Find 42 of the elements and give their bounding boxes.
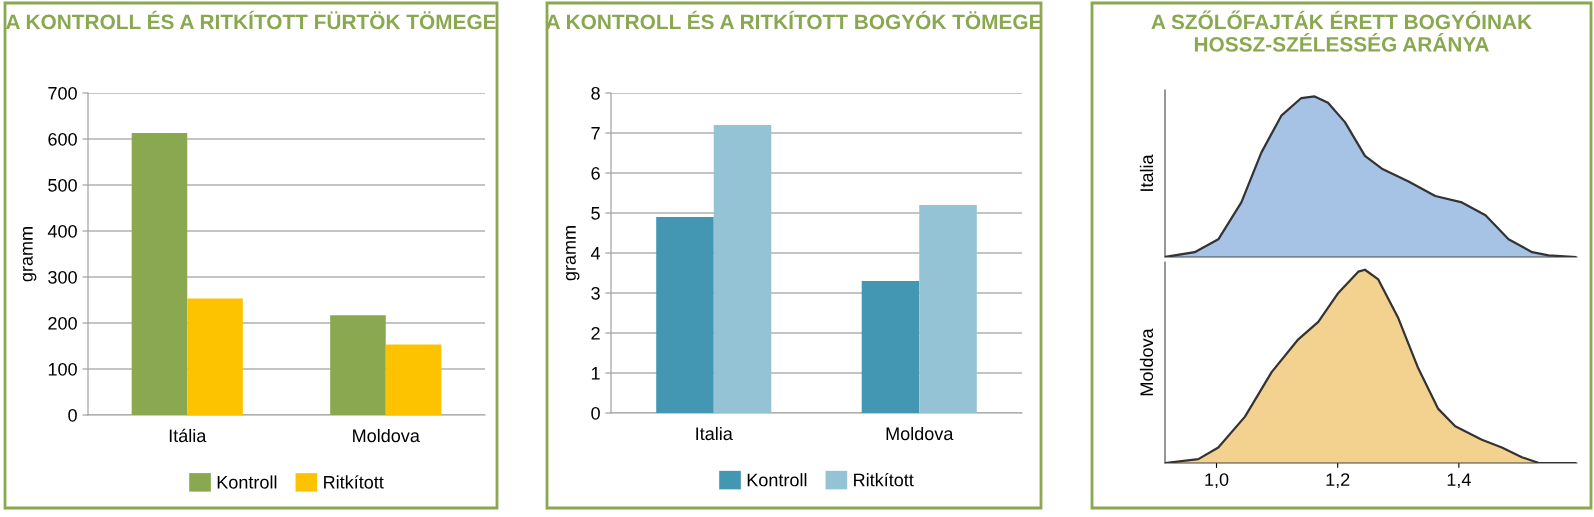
bar: [656, 217, 714, 413]
y-axis-title: Italia: [1139, 154, 1154, 191]
y-tick-label: 2: [591, 326, 600, 340]
y-tick-label: 0: [68, 408, 77, 422]
y-tick-label: 700: [48, 86, 77, 100]
y-axis-title: gramm: [565, 226, 580, 281]
bar: [385, 344, 442, 415]
y-tick-label: 300: [48, 270, 77, 284]
x-tick-label: 1,0: [1205, 473, 1229, 489]
chart-title: A KONTROLL ÉS A RITKÍTOTT FÜRTÖK TÖMEGE: [5, 10, 496, 30]
y-tick-label: 500: [48, 178, 77, 192]
x-tick-label: Italia: [696, 426, 733, 441]
y-tick-label: 400: [47, 224, 77, 238]
bar: [330, 315, 386, 415]
y-tick-label: 200: [48, 316, 77, 330]
y-tick-label: 3: [591, 286, 600, 300]
bar: [187, 298, 243, 415]
y-tick-label: 8: [591, 86, 600, 100]
legend-label: Ritkított: [324, 475, 384, 489]
y-tick-label: 0: [591, 406, 600, 420]
y-axis-title: Moldova: [1139, 328, 1154, 396]
y-axis-title: gramm: [22, 227, 37, 282]
x-tick-label: Moldova: [353, 428, 420, 443]
bar: [713, 125, 772, 413]
legend-label: Ritkított: [854, 472, 914, 487]
y-tick-label: 4: [590, 247, 601, 260]
x-tick-label: 1,2: [1326, 473, 1350, 489]
bar: [861, 281, 920, 413]
legend-label: Kontroll: [217, 475, 277, 489]
y-tick-label: 1: [591, 367, 600, 380]
y-tick-label: 7: [591, 127, 600, 140]
y-tick-label: 600: [48, 132, 77, 146]
y-tick-label: 6: [591, 166, 600, 180]
x-tick-label: 1,4: [1447, 473, 1471, 489]
bar: [131, 133, 188, 415]
bar: [919, 205, 977, 413]
y-tick-label: 100: [48, 362, 77, 376]
y-tick-label: 5: [591, 207, 600, 220]
chart-title: A SZŐLŐFAJTÁK ÉRETT BOGYÓINAK HOSSZ-SZÉLESSÉG ARÁNYA: [1151, 10, 1532, 52]
x-tick-label: Itália: [169, 428, 207, 443]
x-tick-label: Moldova: [886, 426, 954, 441]
legend-label: Kontroll: [747, 473, 807, 487]
